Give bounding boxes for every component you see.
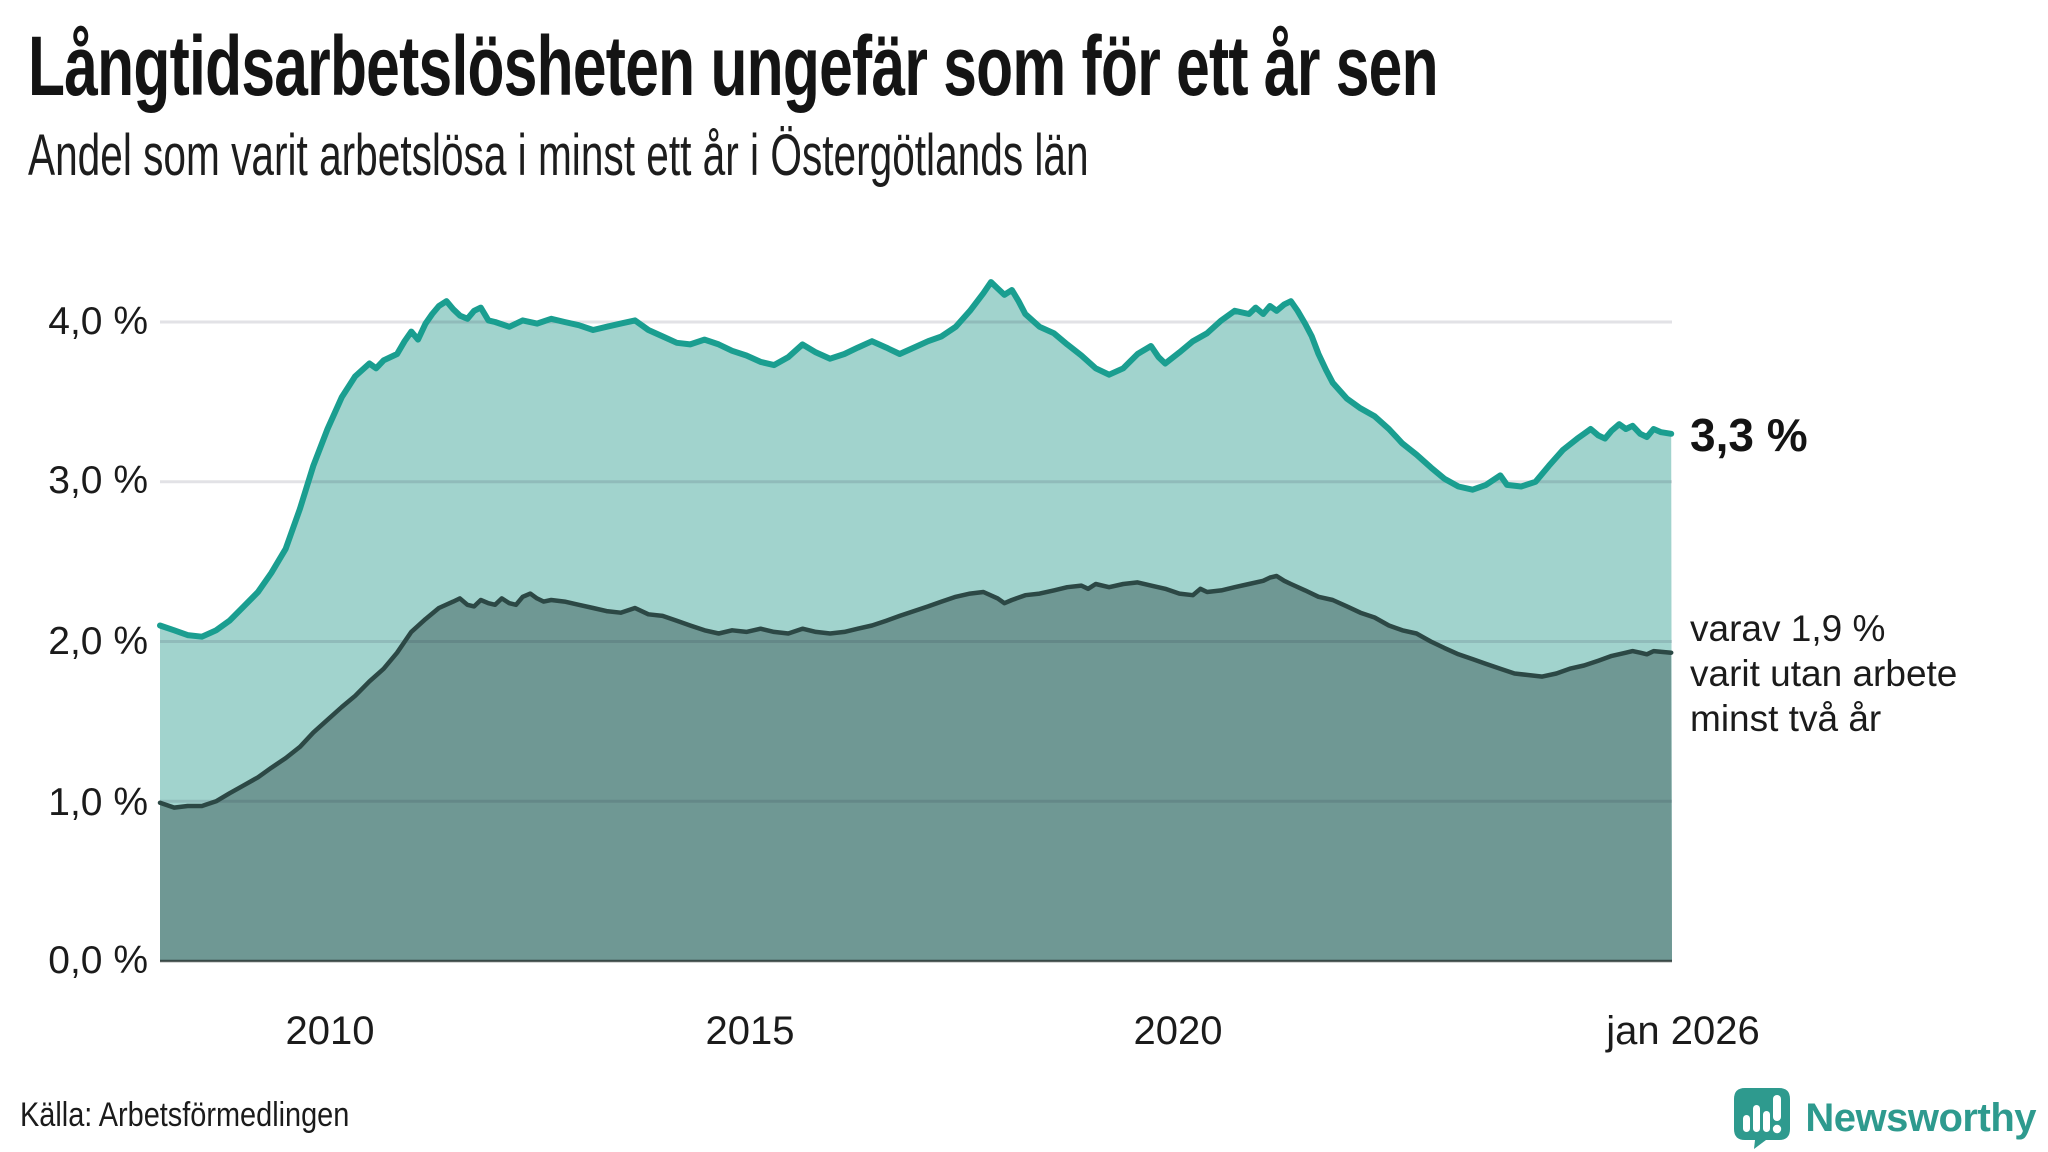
- x-tick-2020: 2020: [1133, 1009, 1223, 1053]
- x-tick-2015: 2015: [705, 1009, 795, 1053]
- y-tick-4: 4,0 %: [48, 300, 148, 343]
- page-title: Långtidsarbetslösheten ungefär som för e…: [28, 19, 1439, 113]
- gridlines: [160, 320, 1672, 963]
- series-line-one-year: [157, 279, 1675, 640]
- y-tick-1: 1,0 %: [48, 781, 148, 824]
- latest-value-label: 3,3 %: [1690, 409, 1808, 461]
- y-tick-2: 2,0 %: [48, 620, 148, 663]
- y-tick-0: 0,0 %: [48, 939, 148, 982]
- latest-subseries-note: varav 1,9 % varit utan arbete minst två …: [1690, 608, 1958, 739]
- series-line-two-years: [157, 573, 1674, 810]
- area-fill-two-years: [160, 576, 1672, 961]
- x-tick-2010: 2010: [285, 1009, 375, 1053]
- source-credit: Källa: Arbetsförmedlingen: [20, 1096, 350, 1134]
- page-subtitle: Andel som varit arbetslösa i minst ett å…: [28, 123, 1089, 188]
- brand-wordmark: Newsworthy: [1805, 1095, 2036, 1140]
- x-tick-jan-2026: jan 2026: [1606, 1009, 1760, 1053]
- brand-logo: Newsworthy: [1733, 1088, 2036, 1149]
- newsworthy-bubble-icon: [1734, 1088, 1791, 1149]
- y-tick-3: 3,0 %: [48, 459, 148, 502]
